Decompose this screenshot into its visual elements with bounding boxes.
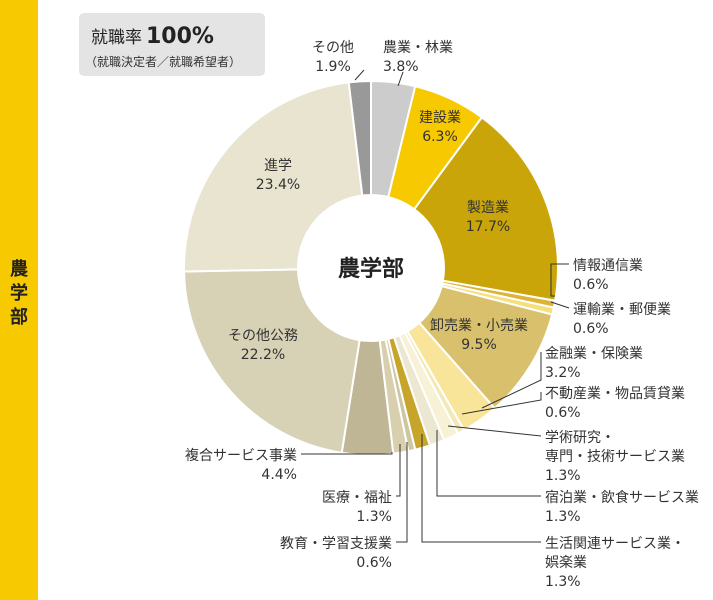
slice-value-label: 0.6% [545,405,581,421]
leader-line [550,301,570,309]
slice-label: 卸売業・小売業 9.5% [430,318,528,353]
leader-line [301,452,393,455]
leader-line [396,442,408,543]
slice-value-label: 1.9% [315,59,351,75]
slice-label: その他公務 22.2% [228,328,298,363]
leader-line [354,69,365,81]
slice-label: 運輸業・郵便業 0.6% [573,302,671,337]
leader-line [436,430,541,497]
employment-rate-box: 就職率 100% （就職決定者／就職希望者） [79,13,265,76]
slice-label: 進学 23.4% [256,158,300,193]
slice-value-label: 3.8% [383,59,419,75]
slice-label: 製造業 17.7% [466,200,510,235]
leader-line [397,71,404,87]
slice-value-label: 6.3% [422,129,458,145]
slice-label: 宿泊業・飲食サービス業 1.3% [545,489,699,525]
slice-value-label: 1.3% [356,509,392,525]
slice-value-label: 23.4% [256,177,300,193]
employment-rate-value: 100% [146,24,214,49]
employment-rate-title: 就職率 100% [91,23,214,49]
slice-value-label: 0.6% [573,321,609,337]
slice-label: 教育・学習支援業 0.6% [280,536,392,571]
leader-line [461,392,542,415]
slice-value-label: 1.3% [545,468,581,484]
employment-rate-note: （就職決定者／就職希望者） [85,55,242,69]
leader-lines [301,69,570,543]
chart-center-title: 農学部 [338,256,404,282]
slice-value-label: 0.6% [356,555,392,571]
slice-value-label: 22.2% [241,347,285,363]
employment-rate-label: 就職率 [91,28,142,48]
donut-hole [297,194,445,342]
faculty-side-label: 農学部 [10,259,28,328]
slice-value-label: 1.3% [545,574,581,590]
leader-line [447,425,542,437]
slice-label: 情報通信業 0.6% [573,258,643,293]
slice-label: 学術研究・専門・技術サービス業 1.3% [545,430,685,484]
slice-label: 不動産業・物品賃貸業 0.6% [545,386,685,421]
slice-value-label: 0.6% [573,277,609,293]
slice-label: 生活関連サービス業・娯楽業 1.3% [545,536,685,590]
slice-value-label: 1.3% [545,509,581,525]
slice-label: 建設業 6.3% [419,110,461,145]
slice-labels: 農業・林業 3.8% 建設業 6.3% 製造業 17.7% 情報通信業 0.6% 運輸業・郵便業… [185,40,699,590]
slice-value-label: 17.7% [466,219,510,235]
slice-label: 金融業・保険業 3.2% [545,346,643,381]
leader-line [421,434,541,543]
side-bar [0,0,38,600]
slice-label: 農業・林業 3.8% [383,40,453,75]
slice-value-label: 4.4% [261,467,297,483]
slice-label: 医療・福祉 1.3% [322,489,392,525]
leader-line [550,263,569,297]
leader-line [481,352,542,409]
slice-label: その他 1.9% [312,40,354,75]
leader-line [396,444,401,497]
slice-label: 複合サービス事業 4.4% [185,447,297,483]
slice-value-label: 3.2% [545,365,581,381]
slice-value-label: 9.5% [461,337,497,353]
